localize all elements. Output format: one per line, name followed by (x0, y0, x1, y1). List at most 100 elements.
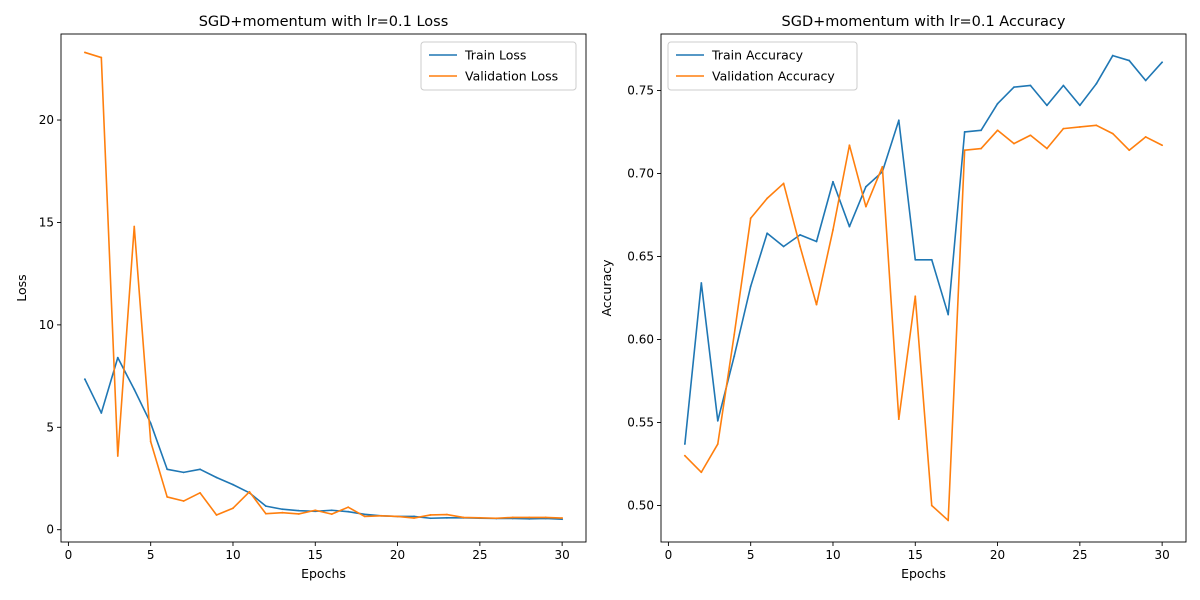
accuracy-train-accuracy-point (996, 102, 999, 105)
loss-train-loss-point (149, 422, 152, 425)
accuracy-y-tick-label: 0.55 (627, 415, 654, 429)
accuracy-validation-accuracy-point (881, 165, 884, 168)
loss-validation-loss-point (544, 516, 547, 519)
loss-validation-loss-point (83, 51, 86, 54)
loss-train-loss-point (182, 471, 185, 474)
loss-y-tick-label: 10 (39, 318, 54, 332)
loss-validation-loss-point (248, 490, 251, 493)
loss-validation-loss-point (199, 491, 201, 494)
loss-validation-loss-point (561, 517, 564, 519)
accuracy-validation-accuracy-point (700, 471, 703, 474)
loss-train-loss-point (199, 468, 201, 471)
accuracy-train-accuracy-point (930, 258, 933, 261)
accuracy-train-accuracy-point (749, 285, 752, 288)
accuracy-legend-box (667, 41, 858, 91)
accuracy-x-axis-label: Epochs (901, 566, 946, 581)
loss-validation-loss-point (149, 440, 152, 443)
accuracy-train-accuracy-point (897, 119, 900, 122)
loss-chart-title: SGD+momentum with lr=0.1 Loss (199, 14, 449, 30)
loss-validation-loss-point (264, 512, 267, 515)
accuracy-train-accuracy-point (1029, 84, 1032, 87)
accuracy-train-accuracy-point (963, 131, 966, 133)
accuracy-y-tick-label: 0.50 (627, 498, 654, 512)
accuracy-chart: SGD+momentum with lr=0.1 Accuracy 0 5 10 15 2… (599, 14, 1187, 581)
loss-validation-loss-point (133, 225, 136, 228)
accuracy-train-accuracy-point (700, 282, 703, 284)
loss-axes-frame (60, 33, 587, 543)
loss-validation-loss-point (413, 517, 415, 519)
loss-train-loss-point (281, 508, 284, 511)
loss-validation-loss-point (314, 509, 317, 512)
accuracy-validation-accuracy-point (815, 303, 818, 306)
accuracy-legend-label: Train Accuracy (711, 48, 804, 63)
loss-train-loss-point (446, 516, 448, 519)
loss-train-loss-point (116, 356, 119, 359)
accuracy-x-tick-label: 0 (665, 548, 673, 562)
accuracy-x-tick-label: 20 (990, 548, 1005, 562)
loss-train-loss-point (83, 378, 86, 381)
loss-legend-label: Train Loss (464, 48, 526, 63)
loss-y-axis-label: Loss (14, 274, 29, 301)
loss-validation-loss-point (528, 516, 531, 519)
accuracy-train-accuracy-point (1161, 61, 1164, 64)
loss-x-tick-label: 5 (147, 548, 155, 562)
accuracy-train-accuracy-point (799, 233, 801, 236)
loss-validation-loss-point (166, 496, 169, 498)
accuracy-validation-accuracy-point (733, 333, 736, 336)
loss-x-tick-label: 0 (65, 548, 73, 562)
accuracy-validation-accuracy-point (897, 418, 900, 421)
accuracy-train-accuracy-point (1078, 104, 1081, 107)
loss-y-tick-label: 5 (46, 420, 54, 434)
loss-train-loss-point (528, 517, 531, 520)
accuracy-train-accuracy-point (947, 313, 950, 316)
loss-x-tick-label: 10 (225, 548, 240, 562)
accuracy-axes-frame (660, 33, 1187, 543)
loss-train-loss-point (100, 412, 103, 414)
accuracy-validation-accuracy-point (749, 217, 752, 220)
accuracy-y-tick-label: 0.60 (627, 332, 654, 346)
accuracy-validation-accuracy-point (782, 182, 785, 185)
accuracy-validation-accuracy-point (799, 245, 801, 248)
accuracy-train-accuracy-point (782, 245, 785, 248)
loss-legend-label: Validation Loss (465, 69, 558, 84)
loss-validation-loss-point (232, 507, 234, 510)
accuracy-validation-accuracy-point (1029, 134, 1032, 137)
loss-validation-loss-point (116, 455, 119, 457)
accuracy-validation-accuracy-point (716, 443, 719, 445)
accuracy-validation-accuracy-point (1013, 142, 1015, 145)
accuracy-validation-accuracy-point (766, 197, 769, 200)
loss-validation-loss-point (330, 513, 333, 516)
accuracy-train-accuracy-point (848, 225, 851, 228)
accuracy-train-accuracy-point (1128, 59, 1131, 62)
loss-x-tick-label: 15 (308, 548, 323, 562)
loss-validation-loss-point (511, 516, 514, 519)
accuracy-validation-accuracy-point (930, 504, 933, 507)
accuracy-y-axis-label: Accuracy (599, 259, 614, 317)
accuracy-validation-accuracy-point (996, 129, 999, 132)
loss-train-loss-point (363, 513, 366, 516)
loss-x-tick-label: 20 (390, 548, 405, 562)
loss-validation-loss-point (462, 516, 465, 519)
loss-y-tick-label: 0 (46, 523, 54, 537)
loss-validation-loss-point (363, 515, 366, 518)
accuracy-validation-accuracy-point (1046, 147, 1048, 150)
accuracy-train-accuracy-point (1095, 82, 1098, 85)
loss-validation-loss-point (215, 514, 218, 516)
loss-y-tick-label: 20 (39, 113, 54, 127)
accuracy-legend: Train Accuracy Validation Accuracy (667, 41, 858, 91)
accuracy-train-accuracy-point (1046, 104, 1048, 107)
loss-train-loss-point (232, 483, 234, 486)
loss-train-loss-point (330, 509, 333, 512)
loss-train-loss-point (429, 517, 432, 520)
accuracy-x-tick-label: 5 (747, 548, 755, 562)
accuracy-validation-accuracy-point (947, 519, 950, 522)
loss-train-loss-point (347, 510, 350, 513)
loss-chart: SGD+momentum with lr=0.1 Loss 0 5 10 15 20 25 3… (14, 14, 587, 581)
accuracy-validation-accuracy-point (1144, 136, 1147, 138)
accuracy-y-tick-label: 0.70 (627, 166, 654, 180)
loss-validation-loss-point (100, 56, 103, 59)
accuracy-validation-accuracy-point (683, 454, 686, 457)
accuracy-validation-accuracy-point (1062, 127, 1065, 130)
